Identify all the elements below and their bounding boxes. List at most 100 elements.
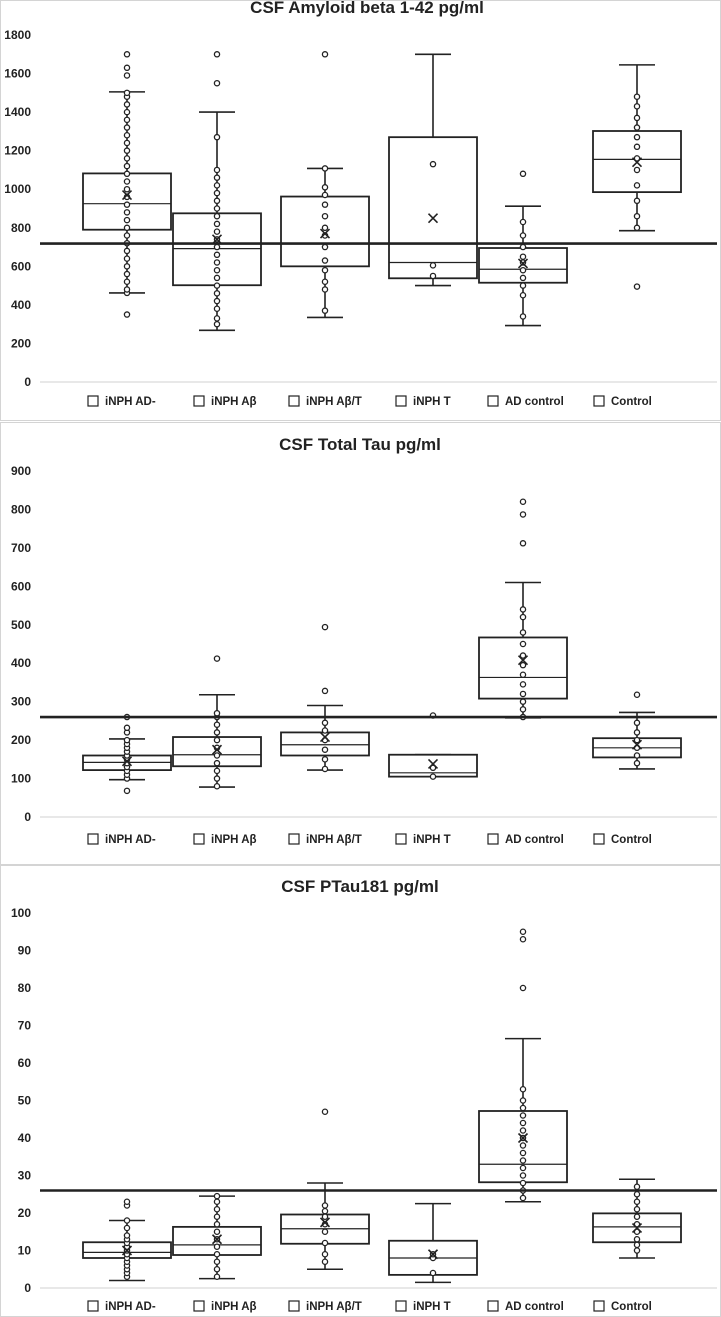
data-point bbox=[519, 1127, 527, 1134]
data-point bbox=[123, 108, 131, 116]
data-point bbox=[429, 262, 437, 269]
chart-title: CSF PTau181 pg/ml bbox=[281, 877, 438, 896]
data-point bbox=[321, 278, 329, 286]
data-point bbox=[213, 212, 221, 220]
box-group bbox=[280, 623, 370, 773]
legend-label: AD control bbox=[505, 834, 564, 846]
y-tick-label: 90 bbox=[18, 944, 32, 958]
chart-title: CSF Amyloid beta 1-42 pg/ml bbox=[250, 0, 484, 17]
data-point bbox=[213, 274, 221, 282]
y-tick-label: 20 bbox=[18, 1206, 32, 1220]
data-point bbox=[321, 257, 329, 264]
data-point bbox=[213, 1273, 221, 1281]
data-point bbox=[519, 681, 527, 688]
data-point bbox=[633, 1236, 641, 1243]
legend-swatch bbox=[593, 395, 605, 407]
data-point bbox=[123, 286, 131, 293]
y-tick-label: 400 bbox=[11, 298, 31, 312]
box-group bbox=[592, 691, 682, 770]
y-tick-label: 1400 bbox=[4, 105, 31, 119]
legend-label: iNPH T bbox=[413, 1301, 451, 1313]
legend-swatch bbox=[487, 395, 499, 407]
legend-label: iNPH AD- bbox=[105, 1301, 156, 1313]
y-tick-label: 40 bbox=[18, 1131, 32, 1145]
legend-swatch bbox=[193, 395, 205, 407]
data-point bbox=[213, 259, 221, 266]
data-point bbox=[321, 51, 329, 58]
data-point bbox=[213, 297, 221, 305]
data-point bbox=[213, 228, 221, 235]
data-point bbox=[213, 166, 221, 174]
data-point bbox=[321, 191, 329, 199]
box-group bbox=[82, 51, 172, 318]
legend-swatch bbox=[487, 1300, 499, 1312]
mean-marker bbox=[631, 1222, 643, 1234]
data-point bbox=[519, 1104, 527, 1112]
data-point bbox=[213, 729, 221, 736]
data-point bbox=[519, 498, 527, 506]
data-point bbox=[519, 671, 527, 679]
data-point bbox=[633, 143, 641, 151]
y-tick-label: 0 bbox=[24, 1281, 31, 1295]
mean-marker bbox=[121, 189, 133, 201]
data-point bbox=[519, 243, 527, 251]
data-point bbox=[519, 690, 527, 698]
data-point bbox=[633, 93, 641, 100]
data-point bbox=[321, 1239, 329, 1247]
data-point bbox=[633, 729, 641, 736]
data-point bbox=[519, 282, 527, 289]
data-point bbox=[321, 746, 329, 753]
y-tick-label: 600 bbox=[11, 579, 31, 593]
data-point bbox=[123, 170, 131, 178]
box bbox=[280, 195, 370, 268]
data-point bbox=[429, 1269, 437, 1277]
data-point bbox=[213, 266, 221, 274]
data-point bbox=[213, 1228, 221, 1236]
data-point bbox=[633, 1198, 641, 1206]
data-point bbox=[213, 305, 221, 312]
data-point bbox=[519, 1097, 527, 1104]
data-point bbox=[123, 278, 131, 286]
data-point bbox=[123, 178, 131, 185]
box-group bbox=[280, 51, 370, 319]
chart-title: CSF Total Tau pg/ml bbox=[279, 435, 441, 454]
legend-swatch bbox=[487, 833, 499, 845]
legend-swatch bbox=[395, 395, 407, 407]
data-point bbox=[213, 174, 221, 181]
data-point bbox=[519, 1157, 527, 1164]
legend-swatch bbox=[395, 833, 407, 845]
data-point bbox=[519, 266, 527, 274]
box-group bbox=[82, 1198, 172, 1282]
data-point bbox=[633, 212, 641, 220]
legend-label: iNPH Aβ bbox=[211, 396, 257, 408]
data-point bbox=[519, 698, 527, 705]
data-point bbox=[321, 286, 329, 293]
box-group bbox=[388, 1202, 478, 1284]
data-point bbox=[519, 652, 527, 659]
data-point bbox=[633, 103, 641, 110]
y-tick-label: 60 bbox=[18, 1056, 32, 1070]
data-point bbox=[519, 218, 527, 226]
data-point bbox=[633, 691, 641, 698]
data-point bbox=[633, 719, 641, 727]
data-point bbox=[321, 1202, 329, 1209]
box-group bbox=[172, 1192, 262, 1281]
data-point bbox=[213, 182, 221, 189]
y-tick-label: 200 bbox=[11, 733, 31, 747]
data-point bbox=[321, 1207, 329, 1215]
data-point bbox=[633, 124, 641, 131]
y-tick-label: 1800 bbox=[4, 28, 31, 42]
data-point bbox=[321, 243, 329, 251]
data-point bbox=[633, 1228, 641, 1236]
data-point bbox=[633, 759, 641, 767]
data-point bbox=[123, 216, 131, 224]
data-point bbox=[213, 1243, 221, 1251]
legend-label: AD control bbox=[505, 396, 564, 408]
box-group bbox=[172, 655, 262, 790]
data-point bbox=[321, 165, 329, 172]
data-point bbox=[519, 253, 527, 260]
data-point bbox=[123, 1232, 131, 1239]
mean-marker bbox=[121, 756, 133, 767]
legend-swatch bbox=[288, 395, 300, 407]
legend-label: iNPH AD- bbox=[105, 834, 156, 846]
